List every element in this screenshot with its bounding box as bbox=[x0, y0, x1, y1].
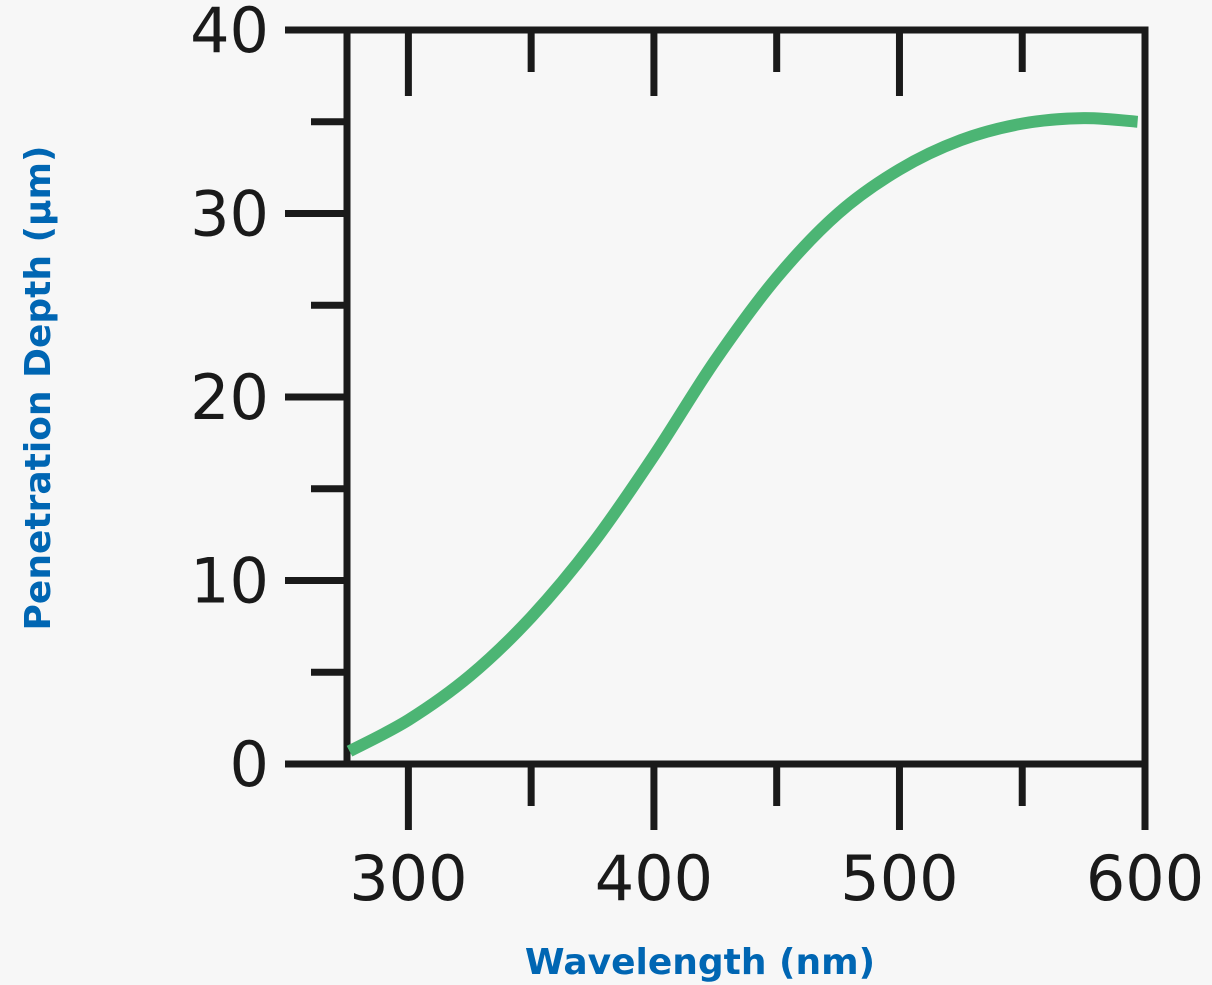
plot-frame bbox=[343, 26, 1149, 768]
x-axis-title: Wavelength (nm) bbox=[525, 942, 875, 983]
y-tick-label: 0 bbox=[230, 728, 269, 801]
x-tick-label: 400 bbox=[595, 842, 713, 915]
y-axis-title: Penetration Depth (μm) bbox=[18, 146, 59, 631]
y-tick-label: 30 bbox=[190, 178, 269, 251]
tick-labels: 0 10 20 30 40 300 400 500 600 bbox=[190, 0, 1204, 915]
series-line bbox=[346, 112, 1139, 757]
y-tick-label: 40 bbox=[190, 0, 269, 67]
axes bbox=[285, 26, 1149, 830]
x-tick-label: 600 bbox=[1086, 842, 1204, 915]
x-tick-label: 300 bbox=[349, 842, 467, 915]
series-layer bbox=[346, 112, 1139, 757]
y-tick-label: 10 bbox=[190, 545, 269, 618]
y-tick-label: 20 bbox=[190, 361, 269, 434]
x-tick-label: 500 bbox=[840, 842, 958, 915]
